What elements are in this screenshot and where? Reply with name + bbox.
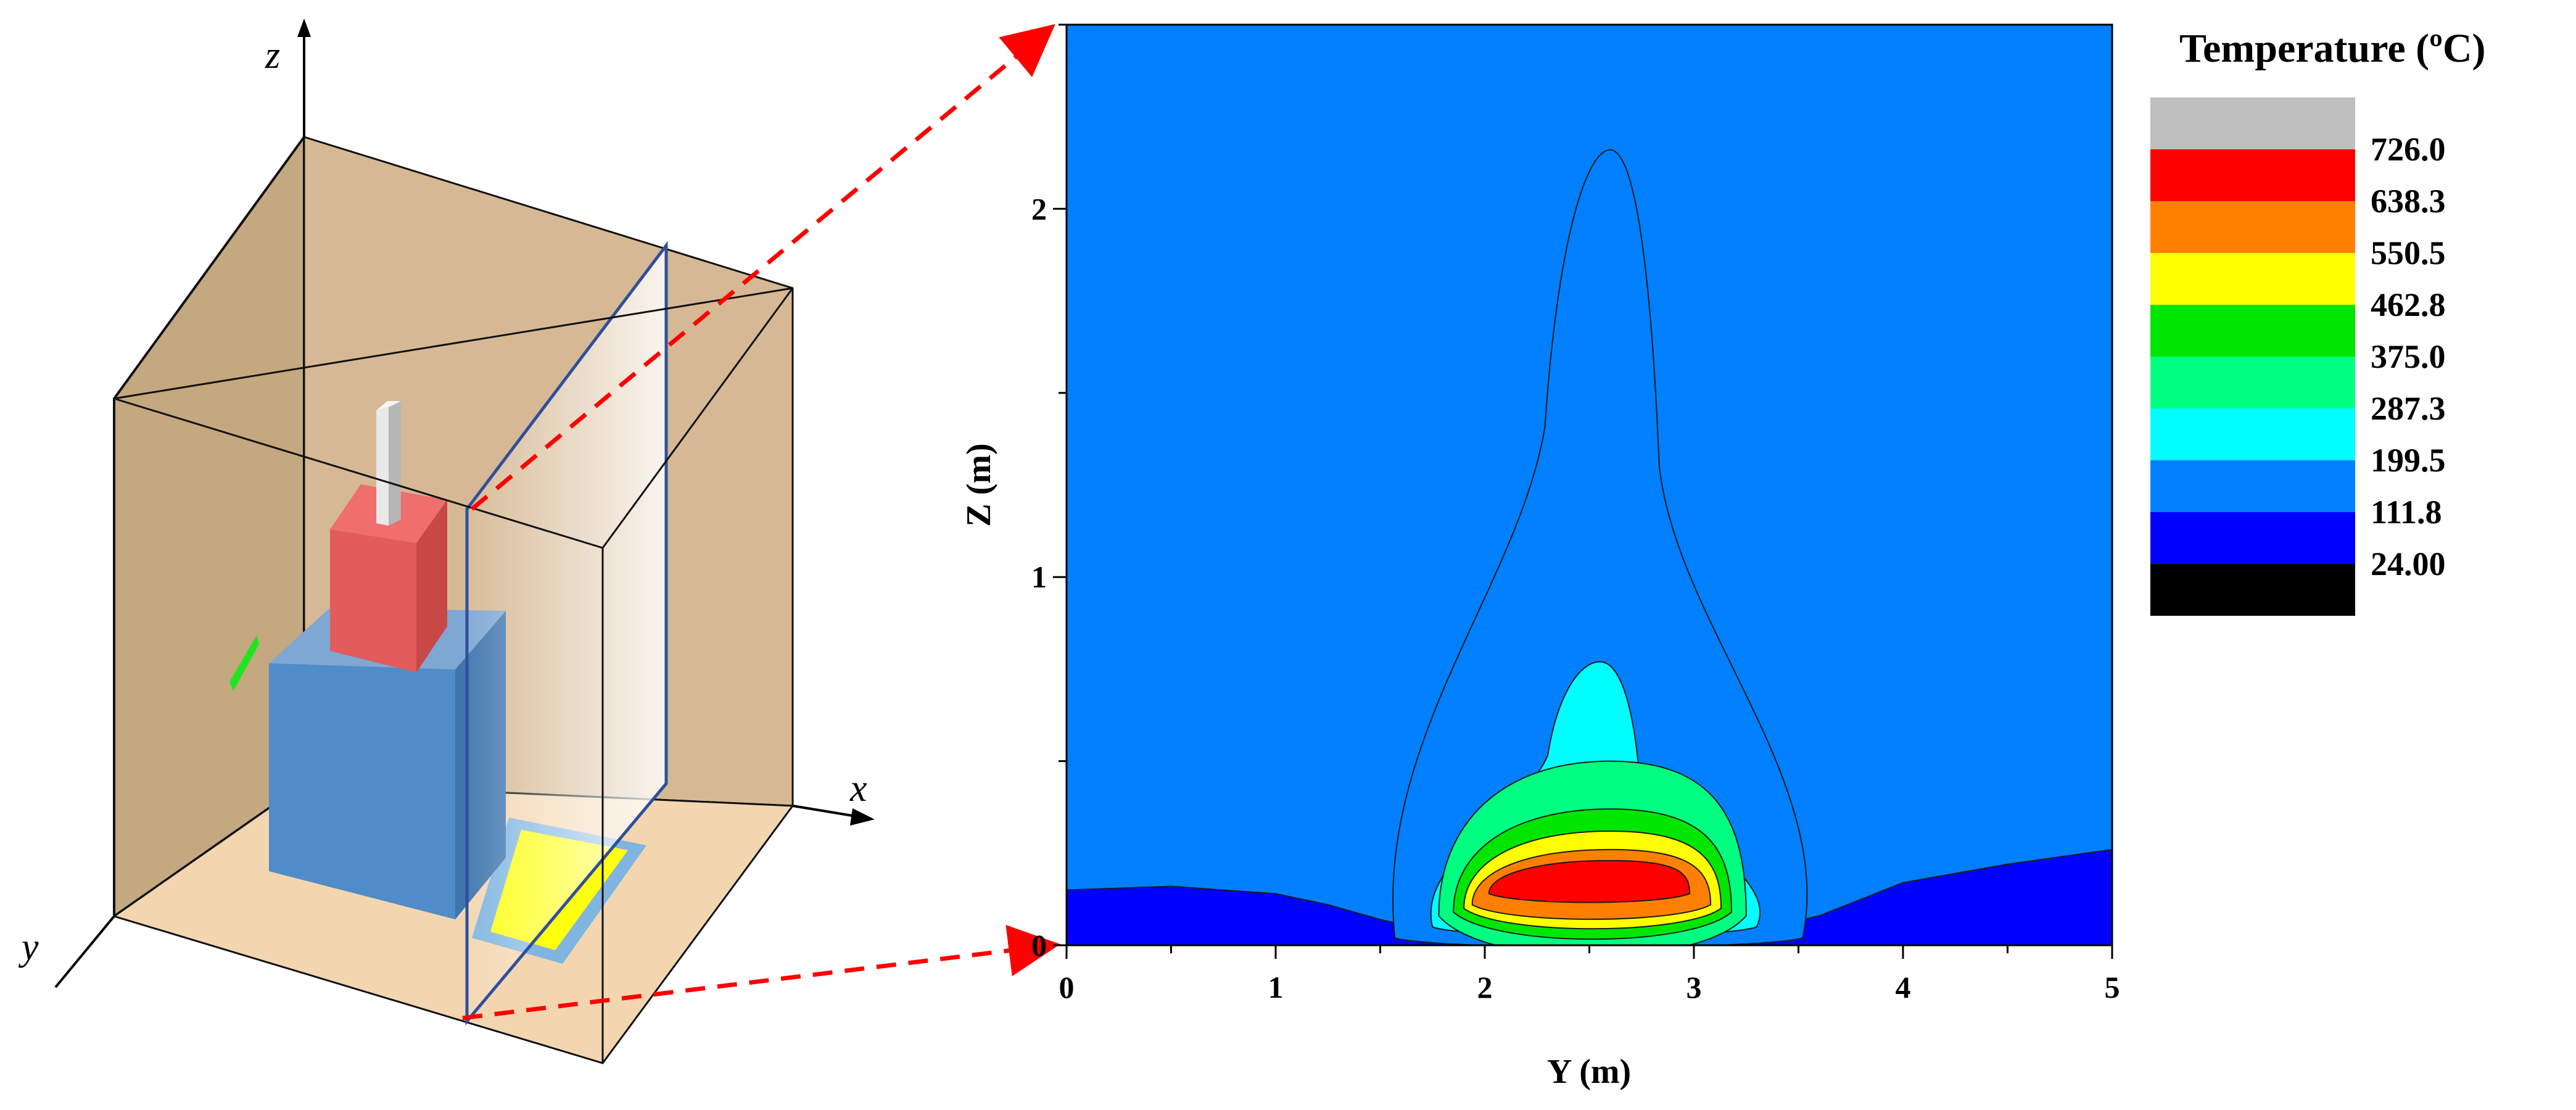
legend-items: 726.0 638.3 550.5 462.8 375.0 287.3 199.5 111.8…	[2150, 97, 2446, 616]
legend-swatch	[2150, 97, 2355, 149]
legend-level-label: 375.0	[2371, 338, 2446, 375]
x-tick-label: 5	[2105, 970, 2120, 1004]
x-tick-label: 3	[1686, 970, 1702, 1004]
legend-swatch	[2150, 408, 2355, 460]
legend-swatch	[2150, 305, 2355, 357]
front-edge-top3	[601, 288, 794, 549]
contour-199-5	[1392, 149, 1808, 945]
x-tick-label: 2	[1477, 970, 1493, 1004]
contour-plot: 0 1 2 3 4 5 0 1 2 Y (m) Z (m)	[960, 23, 2120, 1091]
contour-111-8	[1067, 848, 2112, 945]
legend-level-label: 287.3	[2371, 390, 2446, 427]
x-tick-label: 1	[1268, 970, 1284, 1004]
cabinet-front	[269, 663, 455, 919]
vent	[229, 636, 259, 691]
x-tick-label: 0	[1059, 970, 1075, 1004]
legend-swatch	[2150, 512, 2355, 564]
red-block-side	[416, 500, 447, 673]
z-axis-label: z	[265, 35, 280, 77]
legend-swatch	[2150, 357, 2355, 408]
legend-level-label: 550.5	[2371, 234, 2446, 271]
chimney-side	[389, 401, 401, 526]
legend-level-label: 199.5	[2371, 442, 2446, 479]
x-axis-title: Y (m)	[1547, 1053, 1631, 1091]
legend-level-label: 24.00	[2371, 545, 2446, 582]
schematic-3d: z x y	[18, 19, 875, 1064]
y-tick-label: 1	[1031, 560, 1047, 594]
temperature-legend: Temperature (ºC) 726.0 638.3 550.5 462.8 375…	[2150, 26, 2486, 616]
legend-level-label: 111.8	[2371, 494, 2442, 531]
legend-level-label: 462.8	[2371, 286, 2446, 323]
legend-level-label: 726.0	[2371, 131, 2446, 168]
projection-arrow-bottom	[462, 924, 1060, 1021]
plot-axes: 0 1 2 3 4 5 0 1 2	[1031, 23, 2120, 1004]
legend-swatch	[2150, 460, 2355, 512]
y-axis-label: y	[18, 926, 39, 968]
chimney-top	[376, 401, 401, 410]
front-edge-top2	[114, 397, 603, 549]
x-axis-arrowhead	[850, 808, 875, 826]
projection-arrow-top	[470, 24, 1055, 511]
x-axis-label: x	[849, 768, 867, 810]
measurement-slice	[465, 241, 668, 1025]
legend-swatch	[2150, 564, 2355, 616]
legend-level-label: 638.3	[2371, 183, 2446, 220]
legend-swatch	[2150, 201, 2355, 253]
y-tick-label: 2	[1031, 191, 1047, 226]
y-axis	[54, 915, 115, 988]
x-tick-label: 4	[1896, 970, 1911, 1004]
y-axis-title: Z (m)	[960, 443, 998, 526]
contour-layers	[1067, 149, 2112, 945]
y-tick-label: 0	[1031, 928, 1047, 963]
legend-title: Temperature (ºC)	[2179, 26, 2486, 71]
front-edge-top	[114, 287, 793, 400]
legend-swatch	[2150, 253, 2355, 305]
z-axis-arrowhead	[297, 19, 311, 37]
legend-swatch	[2150, 149, 2355, 201]
red-block-front	[330, 529, 416, 673]
contour-726-0	[1488, 859, 1691, 903]
chimney-front	[376, 407, 389, 526]
